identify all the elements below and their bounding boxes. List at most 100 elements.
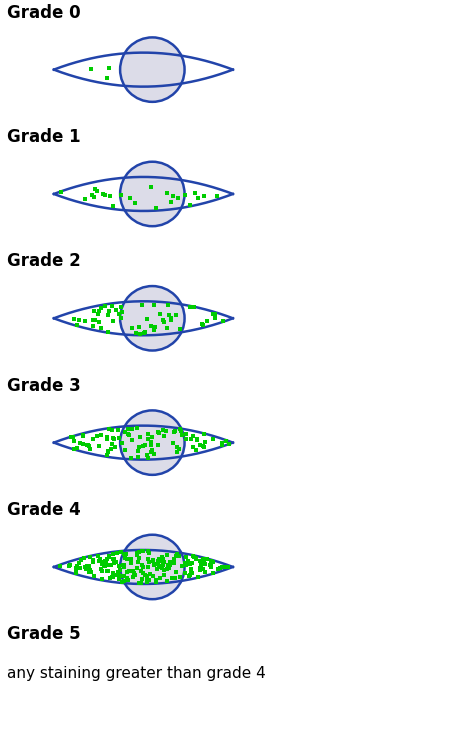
Point xyxy=(97,322,105,333)
Point xyxy=(73,319,81,331)
Point xyxy=(138,560,146,571)
Point xyxy=(117,571,124,583)
Point xyxy=(201,436,209,448)
Point xyxy=(173,441,181,453)
Point xyxy=(224,561,231,573)
Point xyxy=(137,577,145,589)
Point xyxy=(156,308,164,320)
Text: Grade 5: Grade 5 xyxy=(7,625,81,643)
Point xyxy=(188,433,195,445)
Point xyxy=(139,440,146,452)
Point xyxy=(144,570,151,582)
Point xyxy=(115,569,122,581)
Point xyxy=(172,310,180,322)
Point xyxy=(137,565,145,577)
Point xyxy=(102,558,110,570)
Point xyxy=(186,557,193,569)
Point xyxy=(150,559,158,571)
Point xyxy=(160,559,167,571)
Point xyxy=(133,547,141,559)
Point xyxy=(182,560,190,571)
Point xyxy=(125,430,132,442)
Point xyxy=(90,191,97,203)
Point xyxy=(73,442,81,454)
Point xyxy=(128,434,136,446)
Point xyxy=(149,571,157,583)
Point xyxy=(103,448,111,460)
Point xyxy=(159,424,166,436)
Point xyxy=(90,570,98,582)
Point xyxy=(81,561,89,573)
Point xyxy=(103,554,111,565)
Point xyxy=(127,557,135,568)
Point xyxy=(86,565,93,577)
Point xyxy=(100,557,107,568)
Point xyxy=(109,200,117,212)
Point xyxy=(177,424,185,436)
Point xyxy=(212,312,219,324)
Point xyxy=(152,201,160,213)
Point xyxy=(197,563,205,575)
Point xyxy=(120,571,128,583)
Point xyxy=(170,426,178,438)
Point xyxy=(85,440,93,452)
Point xyxy=(130,567,138,579)
Point xyxy=(219,437,226,449)
Point xyxy=(120,575,128,587)
Point xyxy=(89,319,97,331)
Point xyxy=(169,190,176,202)
Point xyxy=(150,299,158,311)
Point xyxy=(193,434,201,446)
Point xyxy=(147,181,155,193)
Point xyxy=(170,554,178,565)
Point xyxy=(144,451,152,463)
Point xyxy=(194,192,201,204)
Point xyxy=(188,565,195,577)
Point xyxy=(81,315,89,327)
Point xyxy=(170,437,177,449)
Point xyxy=(125,565,133,577)
Point xyxy=(201,558,209,570)
Point xyxy=(94,550,101,562)
Point xyxy=(171,425,178,437)
Point xyxy=(90,554,97,565)
Point xyxy=(163,186,171,198)
Point xyxy=(57,186,64,198)
Point xyxy=(122,548,129,560)
Point xyxy=(186,558,194,570)
Point xyxy=(104,310,112,322)
Point xyxy=(167,314,175,326)
Point xyxy=(150,448,158,460)
Circle shape xyxy=(120,410,184,475)
Point xyxy=(124,423,132,435)
Point xyxy=(137,327,144,339)
Point xyxy=(200,558,208,570)
Point xyxy=(214,190,221,202)
Point xyxy=(110,433,118,445)
Polygon shape xyxy=(54,53,233,87)
Point xyxy=(118,189,125,201)
Point xyxy=(129,565,137,577)
Point xyxy=(102,557,109,568)
Point xyxy=(131,197,139,209)
Point xyxy=(73,563,80,575)
Point xyxy=(120,548,128,560)
Point xyxy=(164,549,171,561)
Point xyxy=(143,450,151,462)
Point xyxy=(116,564,124,576)
Point xyxy=(104,446,112,458)
Point xyxy=(208,555,215,567)
Point xyxy=(153,558,160,570)
Point xyxy=(109,553,117,565)
Point xyxy=(117,312,125,324)
Point xyxy=(209,556,217,568)
Point xyxy=(73,567,80,579)
Point xyxy=(172,566,180,578)
Point xyxy=(184,555,192,567)
Point xyxy=(83,439,91,451)
Point xyxy=(200,189,208,201)
Point xyxy=(109,301,116,313)
Point xyxy=(115,424,122,436)
Point xyxy=(144,573,151,585)
Point xyxy=(151,322,158,333)
